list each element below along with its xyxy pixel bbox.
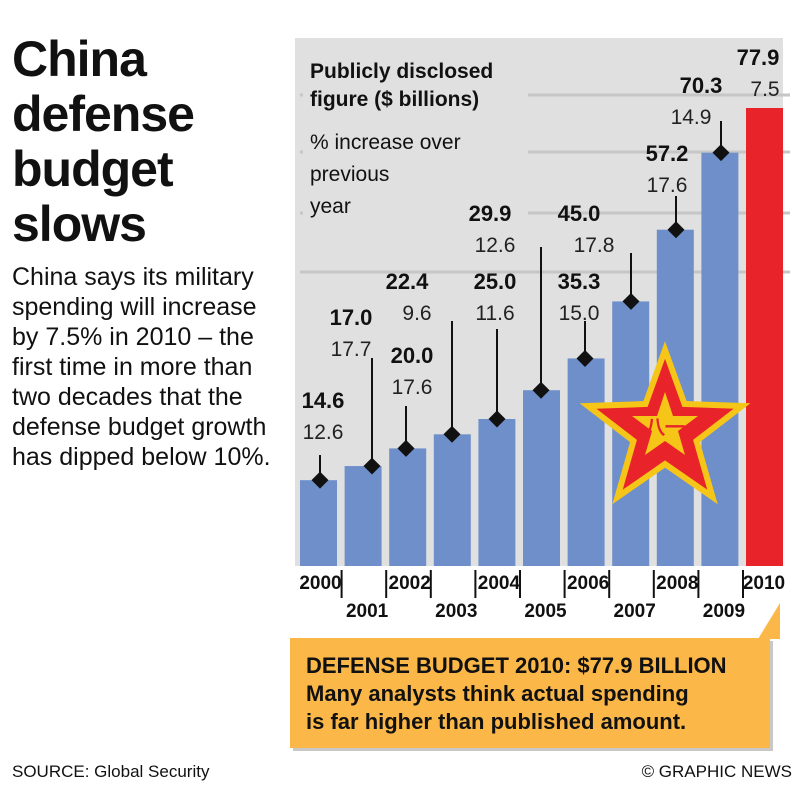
- x-tick-2007: 2007: [614, 601, 656, 622]
- x-tick-2003: 2003: [435, 601, 477, 622]
- callout-box: DEFENSE BUDGET 2010: $77.9 BILLION Many …: [290, 638, 770, 748]
- pct-label-2000: 12.6: [303, 421, 344, 444]
- callout-body: Many analysts think actual spending is f…: [306, 680, 770, 736]
- x-tick-2006: 2006: [567, 573, 609, 594]
- legend-value-line2: figure ($ billions): [310, 88, 479, 111]
- bar-chart: Publicly disclosed figure ($ billions) %…: [295, 38, 790, 622]
- star-inner: [632, 392, 698, 455]
- pct-label-2007: 17.8: [574, 234, 615, 257]
- value-label-2008: 57.2: [646, 141, 689, 166]
- pct-label-2008: 17.6: [647, 174, 688, 197]
- pct-label-2009: 14.9: [671, 106, 712, 129]
- pct-label-2003: 9.6: [402, 302, 431, 325]
- callout-pointer: [758, 603, 780, 639]
- value-marker-2006: [576, 349, 594, 367]
- value-label-2001: 17.0: [330, 305, 373, 330]
- bar-2000: [300, 480, 337, 566]
- callout-body-line2: is far higher than published amount.: [306, 709, 687, 734]
- x-tick-2004: 2004: [478, 573, 521, 594]
- star-glyph: 八一: [645, 415, 685, 439]
- star-emblem-icon: 八一: [579, 341, 751, 505]
- value-label-2002: 20.0: [391, 343, 434, 368]
- x-tick-2010: 2010: [743, 573, 785, 594]
- value-label-2006: 35.3: [558, 269, 601, 294]
- value-label-2010: 77.9: [737, 45, 780, 70]
- bar-2009: [701, 152, 739, 566]
- x-tick-2008: 2008: [656, 573, 698, 594]
- bar-2003: [433, 434, 471, 566]
- value-label-2000: 14.6: [302, 388, 345, 413]
- credit-note: © GRAPHIC NEWS: [641, 762, 792, 781]
- legend: Publicly disclosed figure ($ billions) %…: [303, 48, 528, 228]
- value-marker-2008: [667, 221, 685, 239]
- value-label-2003: 22.4: [386, 269, 430, 294]
- value-marker-2000: [311, 471, 329, 489]
- legend-value-line1: Publicly disclosed: [310, 60, 493, 83]
- bar-2005: [523, 390, 560, 566]
- bar-2001: [344, 466, 382, 566]
- value-marker-2002: [397, 439, 415, 457]
- pct-label-2002: 17.6: [392, 376, 433, 399]
- source-note: SOURCE: Global Security: [12, 762, 210, 781]
- value-label-2005: 29.9: [469, 201, 512, 226]
- value-marker-2001: [363, 457, 381, 475]
- x-tick-2001: 2001: [346, 601, 389, 622]
- x-tick-2002: 2002: [389, 573, 431, 594]
- legend-pct-line1: % increase over: [310, 131, 461, 154]
- x-axis: 2000200120022003200420052006200720082009…: [299, 570, 785, 622]
- bar-2004: [478, 419, 516, 566]
- x-tick-2005: 2005: [524, 601, 567, 622]
- legend-backing: [303, 48, 528, 228]
- pct-label-2006: 15.0: [559, 302, 600, 325]
- legend-pct-line3: year: [310, 195, 351, 218]
- bar-2010: [746, 108, 783, 566]
- bar-2002: [389, 448, 427, 566]
- callout-heading: DEFENSE BUDGET 2010: $77.9 BILLION: [306, 653, 727, 678]
- value-marker-2007: [622, 292, 640, 310]
- pct-label-2010: 7.5: [750, 78, 779, 101]
- data-labels: 14.6 12.6 17.0 17.7 20.0 17.6 22.4 9.6 25.0 11.6 2…: [302, 45, 780, 489]
- bar-2006: [567, 358, 605, 566]
- x-tick-2000: 2000: [299, 573, 341, 594]
- x-tick-2009: 2009: [703, 601, 745, 622]
- chart-title: China defense budget slows: [12, 31, 195, 252]
- value-label-2004: 25.0: [474, 269, 517, 294]
- pct-label-2005: 12.6: [475, 234, 516, 257]
- value-label-2009: 70.3: [680, 73, 723, 98]
- value-label-2007: 45.0: [558, 201, 601, 226]
- pct-label-2004: 11.6: [475, 302, 514, 325]
- value-marker-2009: [712, 144, 730, 162]
- legend-pct-line2: previous: [310, 163, 389, 186]
- value-marker-2003: [443, 425, 461, 443]
- value-marker-2005: [532, 381, 550, 399]
- value-marker-2004: [488, 410, 506, 428]
- callout-body-line1: Many analysts think actual spending: [306, 681, 689, 706]
- chart-description: China says its military spending will in…: [12, 263, 271, 471]
- pct-label-2001: 17.7: [331, 338, 372, 361]
